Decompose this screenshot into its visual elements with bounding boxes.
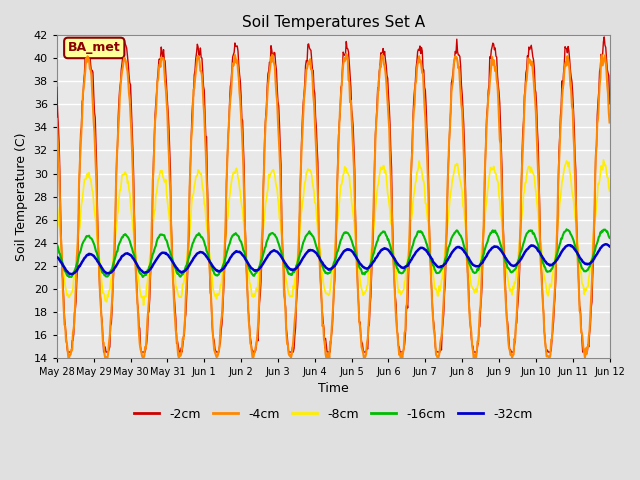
-2cm (556, 134, 563, 140)
Y-axis label: Soil Temperature (C): Soil Temperature (C) (15, 132, 28, 261)
Line: -32cm: -32cm (57, 244, 609, 274)
-8cm (140, 302, 147, 308)
-4cm (53, 116, 61, 122)
-16cm (563, 227, 570, 232)
-8cm (199, 185, 207, 191)
-16cm (326, 270, 333, 276)
-32cm (556, 252, 563, 258)
Line: -4cm: -4cm (57, 54, 609, 358)
-2cm (600, 34, 608, 40)
-8cm (605, 188, 613, 194)
-8cm (53, 199, 61, 205)
-16cm (605, 235, 613, 241)
-16cm (380, 228, 387, 234)
-2cm (65, 349, 72, 355)
-4cm (65, 355, 72, 360)
-32cm (68, 271, 76, 277)
-4cm (380, 61, 388, 67)
-8cm (434, 293, 442, 299)
-2cm (380, 46, 387, 51)
-16cm (434, 270, 442, 276)
-2cm (175, 348, 183, 353)
-4cm (199, 84, 207, 90)
-16cm (53, 241, 61, 247)
-2cm (53, 84, 61, 90)
-8cm (600, 157, 607, 163)
-16cm (175, 272, 183, 277)
Line: -2cm: -2cm (57, 37, 609, 352)
-2cm (199, 68, 207, 73)
-2cm (326, 349, 333, 355)
-8cm (380, 163, 387, 169)
Text: BA_met: BA_met (68, 41, 120, 54)
-32cm (199, 250, 207, 255)
-8cm (175, 293, 183, 299)
-8cm (556, 200, 563, 206)
-32cm (434, 264, 442, 270)
-32cm (602, 241, 609, 247)
-4cm (605, 120, 613, 125)
Title: Soil Temperatures Set A: Soil Temperatures Set A (242, 15, 425, 30)
Line: -8cm: -8cm (57, 160, 609, 305)
-16cm (199, 235, 207, 241)
-4cm (326, 355, 333, 360)
-32cm (175, 268, 183, 274)
X-axis label: Time: Time (318, 383, 349, 396)
-2cm (434, 349, 442, 355)
-32cm (605, 243, 613, 249)
-32cm (53, 254, 61, 260)
-32cm (326, 267, 333, 273)
-16cm (139, 274, 147, 280)
Line: -16cm: -16cm (57, 229, 609, 277)
-2cm (605, 101, 613, 107)
-32cm (380, 246, 387, 252)
-4cm (342, 51, 350, 57)
-4cm (435, 355, 442, 360)
Legend: -2cm, -4cm, -8cm, -16cm, -32cm: -2cm, -4cm, -8cm, -16cm, -32cm (129, 403, 538, 426)
-4cm (557, 125, 564, 131)
-4cm (175, 355, 183, 360)
-16cm (556, 241, 563, 247)
-8cm (326, 292, 333, 298)
